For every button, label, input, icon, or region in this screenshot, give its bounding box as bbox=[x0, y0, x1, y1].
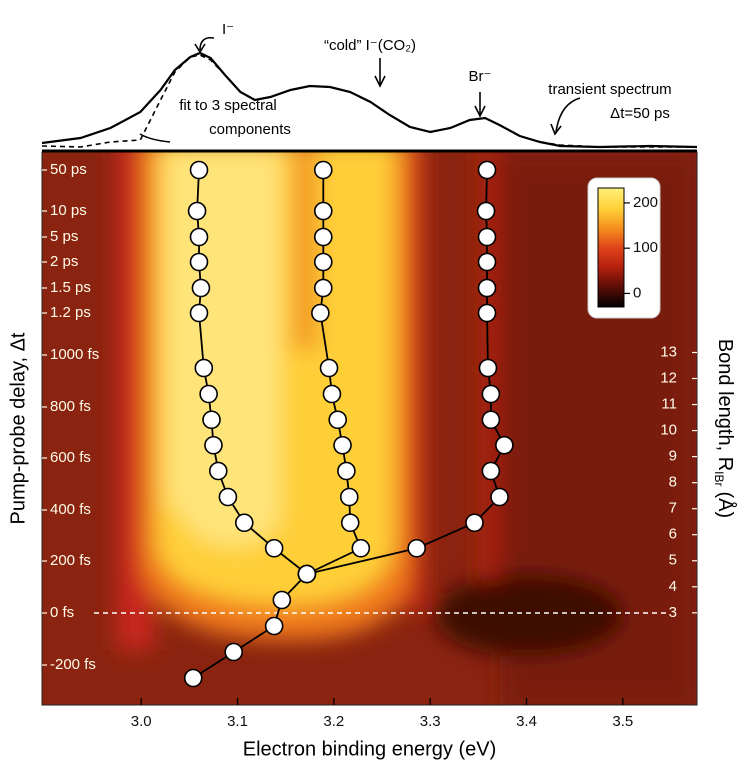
trace-point bbox=[313, 252, 333, 272]
trace-point bbox=[333, 435, 352, 455]
trace-point bbox=[313, 201, 333, 221]
y-tick-label: 200 fs bbox=[50, 552, 91, 569]
y-axis-label: Pump-probe delay, Δt bbox=[7, 332, 29, 524]
y-tick-label: 2 ps bbox=[50, 253, 78, 270]
annotation: I⁻ bbox=[222, 21, 234, 38]
y-tick-label: 10 ps bbox=[50, 202, 87, 219]
trace-point bbox=[311, 303, 330, 323]
trace-point bbox=[204, 435, 223, 455]
x-tick-label: 3.0 bbox=[131, 713, 152, 730]
trace-point bbox=[264, 616, 284, 636]
trace-point bbox=[199, 384, 218, 404]
y-tick-label: 1.2 ps bbox=[50, 304, 91, 321]
trace-point bbox=[481, 384, 501, 404]
trace-point bbox=[313, 160, 333, 180]
trace-point bbox=[339, 487, 359, 507]
colorbar-tick-label: 0 bbox=[633, 284, 641, 301]
y2-tick-label: 11 bbox=[661, 396, 677, 413]
trace-point bbox=[478, 358, 498, 378]
trace-point bbox=[340, 513, 360, 533]
trace-point bbox=[337, 461, 356, 481]
annotation: fit to 3 spectral bbox=[179, 97, 277, 114]
trace-point bbox=[476, 201, 496, 221]
trace-point bbox=[481, 461, 501, 481]
y-tick-label: -200 fs bbox=[50, 656, 96, 673]
trace-point bbox=[183, 668, 203, 688]
trace-point bbox=[297, 564, 317, 584]
trace-point bbox=[351, 538, 371, 558]
y-tick-label: 800 fs bbox=[50, 398, 91, 415]
colorbar bbox=[597, 187, 625, 308]
trace-point bbox=[481, 410, 501, 430]
trace-point bbox=[191, 278, 211, 298]
y2-tick-label: 3 bbox=[669, 604, 677, 621]
y2-tick-label: 5 bbox=[669, 552, 677, 569]
trace-point bbox=[322, 384, 342, 404]
trace-point bbox=[218, 487, 238, 507]
trace-point bbox=[477, 278, 497, 298]
trace-point bbox=[319, 358, 339, 378]
trace-point bbox=[189, 303, 209, 323]
colorbar-tick-label: 100 bbox=[633, 239, 658, 256]
y2-tick-label: 6 bbox=[669, 526, 677, 543]
y2-tick-label: 13 bbox=[660, 343, 677, 360]
x-tick-label: 3.1 bbox=[227, 713, 248, 730]
trace-point bbox=[187, 201, 207, 221]
annotation: “cold” I⁻(CO₂) bbox=[324, 37, 416, 54]
y2-tick-label: 12 bbox=[660, 369, 677, 386]
y2-axis-label-main: Bond length, R bbox=[714, 339, 736, 471]
trace-point bbox=[407, 538, 426, 558]
trace-point bbox=[224, 642, 243, 662]
trace-point bbox=[189, 252, 209, 272]
trace-point bbox=[313, 227, 333, 247]
annotation: Δt=50 ps bbox=[610, 105, 670, 122]
x-tick-label: 3.2 bbox=[323, 713, 344, 730]
annotation: components bbox=[209, 121, 291, 138]
y-tick-label: 5 ps bbox=[50, 228, 78, 245]
colorbar-tick-label: 200 bbox=[633, 194, 658, 211]
trace-point bbox=[264, 538, 284, 558]
trace-point bbox=[477, 303, 497, 323]
trace-point bbox=[234, 513, 254, 533]
x-axis-label: Electron binding energy (eV) bbox=[243, 738, 496, 760]
trace-point bbox=[313, 278, 333, 298]
y2-tick-label: 8 bbox=[669, 474, 677, 491]
trace-point bbox=[189, 227, 209, 247]
y2-tick-label: 10 bbox=[660, 422, 677, 439]
y-tick-label: 1000 fs bbox=[50, 346, 99, 363]
y2-axis-label-unit: (Å) bbox=[714, 492, 737, 519]
x-tick-label: 3.5 bbox=[612, 713, 633, 730]
y-tick-label: 50 ps bbox=[50, 161, 87, 178]
y2-tick-label: 4 bbox=[669, 578, 677, 595]
trace-point bbox=[328, 410, 348, 430]
y-tick-label: 1.5 ps bbox=[50, 279, 91, 296]
annotation: Br⁻ bbox=[469, 68, 492, 85]
annotation: transient spectrum bbox=[548, 81, 671, 98]
trace-point bbox=[477, 160, 497, 180]
trace-point bbox=[189, 160, 209, 180]
spectrum-line bbox=[41, 54, 697, 148]
trace-point bbox=[202, 410, 221, 430]
y2-axis-label-sub: IBr bbox=[712, 471, 726, 486]
spectrum-line bbox=[41, 51, 698, 149]
trace-point bbox=[208, 461, 228, 481]
y2-tick-label: 7 bbox=[669, 500, 677, 517]
x-tick-label: 3.3 bbox=[420, 713, 441, 730]
trace-point bbox=[194, 358, 214, 378]
y2-tick-label: 9 bbox=[669, 448, 677, 465]
x-tick-label: 3.4 bbox=[516, 713, 537, 730]
trace-point bbox=[490, 487, 509, 507]
trace-point bbox=[495, 435, 514, 455]
y-tick-label: 600 fs bbox=[50, 449, 91, 466]
y-tick-label: 0 fs bbox=[50, 604, 74, 621]
y-tick-label: 400 fs bbox=[50, 501, 91, 518]
trace-point bbox=[477, 252, 497, 272]
y2-axis-label: Bond length, RIBr (Å) bbox=[712, 339, 737, 518]
trace-point bbox=[272, 590, 292, 610]
trace-point bbox=[465, 513, 484, 533]
trace-point bbox=[477, 227, 497, 247]
